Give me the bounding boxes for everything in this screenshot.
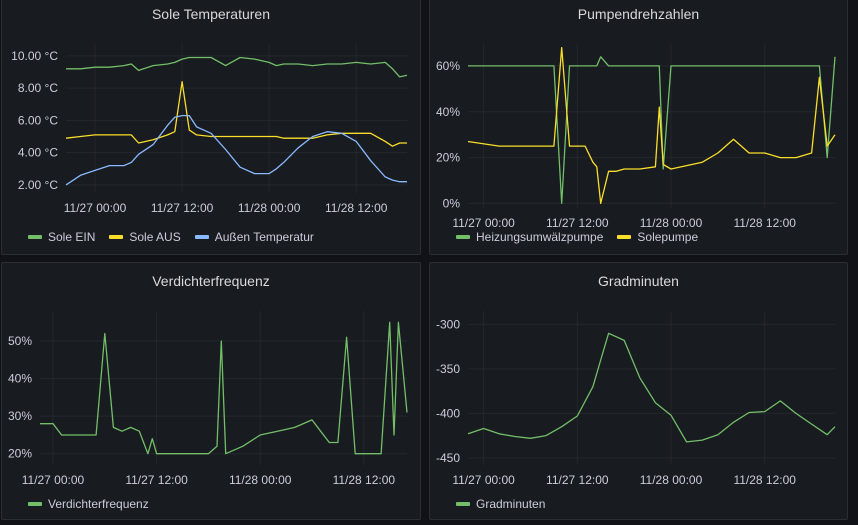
y-tick-label: 30% <box>8 409 32 423</box>
panel-pumpendrehzahlen: Pumpendrehzahlen 11/27 00:00 11/27 12:00 1… <box>429 0 848 255</box>
legend-item[interactable]: Außen Temperatur <box>194 230 314 244</box>
panel-gradminuten: Gradminuten 11/27 00:00 11/27 12:00 11/28 … <box>429 262 848 520</box>
x-tick-label: 11/28 12:00 <box>733 216 796 230</box>
y-tick-label: 2.00 °C <box>18 178 58 192</box>
series-line-heizungsumw-lzpumpe <box>468 56 836 205</box>
chart-sole-temperaturen: 11/27 00:00 11/27 12:00 11/28 00:00 11/28 1… <box>11 43 408 215</box>
legend-swatch <box>456 235 470 239</box>
legend-label: Verdichterfrequenz <box>48 497 149 511</box>
x-tick-label: 11/28 12:00 <box>333 473 396 487</box>
x-tick-label: 11/28 00:00 <box>640 216 703 230</box>
panel-title[interactable]: Gradminuten <box>598 273 679 289</box>
y-tick-label: -450 <box>436 451 460 465</box>
x-tick-label: 11/28 00:00 <box>229 473 292 487</box>
legend-label: Außen Temperatur <box>214 230 314 244</box>
x-tick-label: 11/27 12:00 <box>546 216 609 230</box>
y-tick-label: 6.00 °C <box>18 113 58 127</box>
y-tick-label: 4.00 °C <box>18 146 58 160</box>
y-tick-label: 50% <box>8 334 32 348</box>
x-tick-label: 11/27 00:00 <box>452 216 515 230</box>
x-tick-label: 11/27 00:00 <box>22 473 85 487</box>
y-tick-label: 60% <box>436 59 460 73</box>
x-tick-label: 11/27 12:00 <box>151 201 214 215</box>
legend-item[interactable]: Verdichterfrequenz <box>28 497 149 511</box>
legend-item[interactable]: Gradminuten <box>456 497 545 511</box>
legend-label: Solepumpe <box>637 230 699 244</box>
y-tick-label: 10.00 °C <box>11 49 58 63</box>
panel-title[interactable]: Verdichterfrequenz <box>152 273 270 289</box>
series-line-gradminuten <box>467 332 836 443</box>
y-tick-label: 8.00 °C <box>18 81 58 95</box>
x-tick-label: 11/27 12:00 <box>125 473 188 487</box>
x-tick-label: 11/27 00:00 <box>64 201 127 215</box>
chart-pumpendrehzahlen: 11/27 00:00 11/27 12:00 11/28 00:00 11/28 1… <box>436 43 836 230</box>
legend-label: Sole AUS <box>129 230 181 244</box>
x-tick-label: 11/27 12:00 <box>546 473 609 487</box>
y-tick-label: -400 <box>436 406 460 420</box>
panel-title[interactable]: Pumpendrehzahlen <box>577 6 700 22</box>
legend-swatch <box>109 235 124 239</box>
y-tick-label: 0% <box>443 196 461 210</box>
y-tick-label: -350 <box>436 362 460 376</box>
legend-swatch <box>617 235 632 239</box>
series-line-sole-ein <box>66 56 408 78</box>
series-line-solepumpe <box>467 46 836 205</box>
legend-label: Heizungsumwälzpumpe <box>476 230 604 244</box>
x-tick-label: 11/28 12:00 <box>325 201 388 215</box>
legend-swatch <box>28 235 42 239</box>
y-tick-label: 20% <box>8 447 32 461</box>
legend-item[interactable]: Sole AUS <box>109 230 181 244</box>
panel-title[interactable]: Sole Temperaturen <box>151 6 271 22</box>
legend-label: Sole EIN <box>48 230 96 244</box>
legend-item[interactable]: Heizungsumwälzpumpe <box>456 230 603 244</box>
series-line-verdichterfrequenz <box>40 321 408 455</box>
y-tick-label: -300 <box>436 317 460 331</box>
legend-item[interactable]: Sole EIN <box>28 230 95 244</box>
legend: Gradminuten <box>456 497 545 511</box>
panel-verdichterfrequenz: Verdichterfrequenz 11/27 00:00 11/27 12:0… <box>1 262 421 520</box>
legend: Heizungsumwälzpumpe Solepumpe <box>456 230 698 244</box>
legend-swatch <box>456 502 470 506</box>
legend-swatch <box>28 502 42 506</box>
series-line-au-en-temperatur <box>65 114 407 186</box>
y-tick-label: 20% <box>436 151 460 165</box>
legend: Verdichterfrequenz <box>28 497 149 511</box>
chart-verdichterfrequenz: 11/27 00:00 11/27 12:00 11/28 00:00 11/28 1… <box>8 311 408 487</box>
series-line-sole-aus <box>65 81 407 147</box>
x-tick-label: 11/28 00:00 <box>640 473 703 487</box>
legend: Sole EIN Sole AUS Außen Temperatur <box>28 230 314 244</box>
y-tick-label: 40% <box>436 105 460 119</box>
legend-label: Gradminuten <box>476 497 546 511</box>
panel-sole-temperaturen: Sole Temperaturen 11/27 00:00 11/27 12:00… <box>1 0 421 255</box>
legend-swatch <box>194 235 209 239</box>
chart-gradminuten: 11/27 00:00 11/27 12:00 11/28 00:00 11/28 1… <box>436 311 836 487</box>
x-tick-label: 11/28 00:00 <box>238 201 301 215</box>
x-tick-label: 11/28 12:00 <box>733 473 796 487</box>
x-tick-label: 11/27 00:00 <box>452 473 515 487</box>
legend-item[interactable]: Solepumpe <box>617 230 698 244</box>
y-tick-label: 40% <box>8 372 32 386</box>
